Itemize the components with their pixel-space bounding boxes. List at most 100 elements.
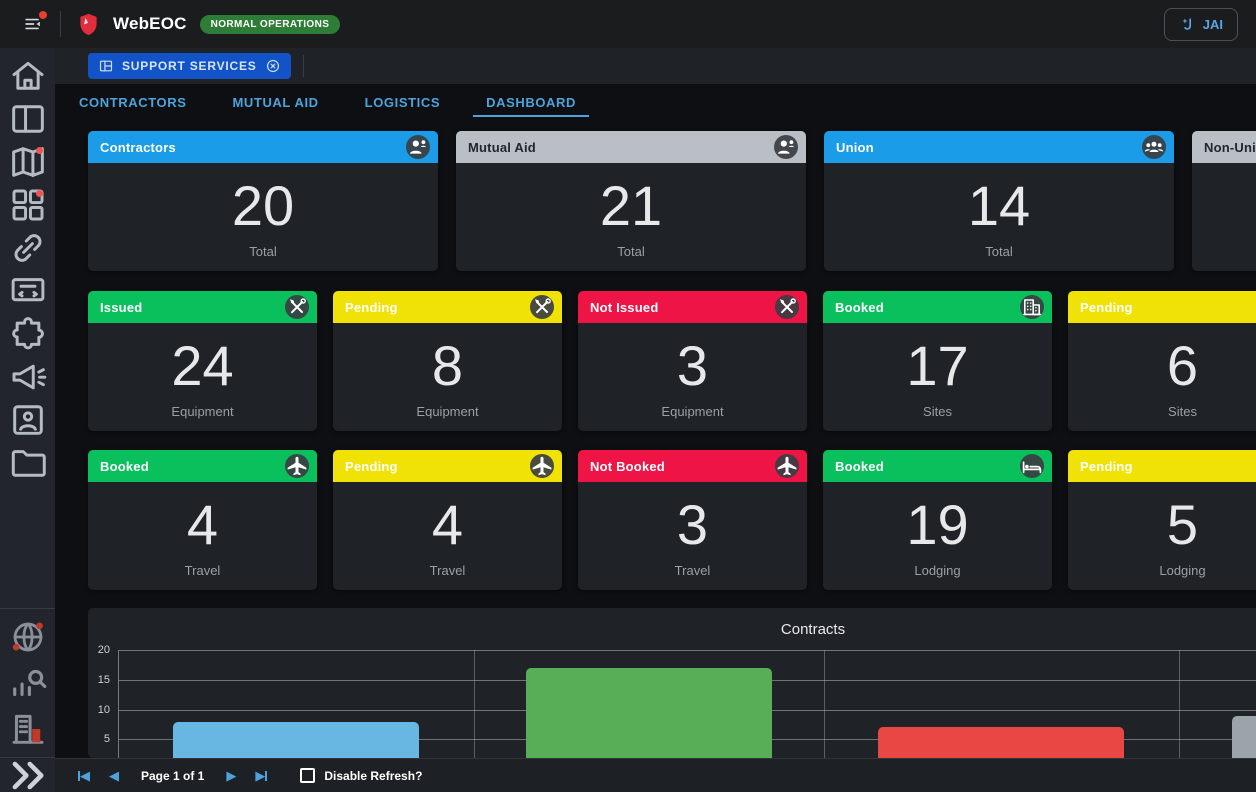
tools-icon xyxy=(530,295,554,319)
tab-contractors[interactable]: CONTRACTORS xyxy=(56,84,209,120)
y-tick-label: 20 xyxy=(97,644,110,656)
previous-page-button[interactable]: ◀ xyxy=(109,768,119,783)
menu-toggle-button[interactable] xyxy=(16,7,50,41)
sidebar-item-announcements[interactable] xyxy=(7,355,49,398)
chart-bar-3[interactable] xyxy=(878,727,1124,758)
card-metric-label: Equipment xyxy=(171,404,234,419)
sidebar-item-home[interactable] xyxy=(7,54,49,97)
board-chip-support-services[interactable]: SUPPORT SERVICES xyxy=(88,53,291,79)
card-lodging-pending[interactable]: Pending 5 Lodging xyxy=(1068,450,1256,590)
category-divider xyxy=(1179,650,1180,758)
jai-button[interactable]: JAI xyxy=(1163,7,1238,41)
tab-dashboard[interactable]: DASHBOARD xyxy=(463,84,599,120)
card-metric-label: Total xyxy=(617,244,645,259)
board-icon xyxy=(98,58,114,74)
card-body: 24 Equipment xyxy=(88,323,317,431)
card-title: Issued xyxy=(100,299,143,315)
display-screen-icon xyxy=(7,270,49,312)
y-tick-label: 10 xyxy=(97,703,110,716)
card-header: Booked xyxy=(823,450,1052,482)
sidebar-item-boards[interactable] xyxy=(7,97,49,140)
widgets-grid-icon xyxy=(7,184,49,226)
card-value: 24 xyxy=(171,334,234,397)
sidebar-item-displays[interactable] xyxy=(7,269,49,312)
card-equipment-not-issued[interactable]: Not Issued 3 Equipment xyxy=(578,291,807,431)
sidebar-expand-button[interactable] xyxy=(0,757,55,792)
tab-logistics[interactable]: LOGISTICS xyxy=(342,84,463,120)
juvare-shield-logo-icon xyxy=(75,11,102,38)
tab-mutual-aid[interactable]: MUTUAL AID xyxy=(209,84,341,120)
sidebar-tool-facilities[interactable] xyxy=(7,706,49,752)
card-lodging-booked[interactable]: Booked 19 Lodging xyxy=(823,450,1052,590)
sidebar-item-apps[interactable] xyxy=(7,183,49,226)
card-travel-booked[interactable]: Booked 4 Travel xyxy=(88,450,317,590)
card-body: 6 Sites xyxy=(1068,323,1256,431)
tools-icon xyxy=(775,295,799,319)
close-icon[interactable] xyxy=(265,58,281,74)
contracts-chart-card: Contracts 20 15 10 5 xyxy=(88,608,1256,758)
people-icon xyxy=(406,135,430,159)
link-icon xyxy=(7,227,49,269)
card-mutual-aid[interactable]: Mutual Aid 21 Total xyxy=(456,131,806,271)
card-metric-label: Total xyxy=(249,244,277,259)
chart-bar-4[interactable] xyxy=(1232,715,1256,758)
map-icon xyxy=(7,141,49,183)
airplane-icon xyxy=(775,454,799,478)
card-body: 3 Travel xyxy=(578,482,807,590)
last-page-button[interactable]: ▶ xyxy=(255,768,268,783)
card-title: Pending xyxy=(1080,458,1133,474)
card-header: Mutual Aid xyxy=(456,131,806,163)
card-metric-label: Equipment xyxy=(661,404,724,419)
sidebar-item-contacts[interactable] xyxy=(7,398,49,441)
card-non-union[interactable]: Non-Union xyxy=(1192,131,1256,271)
top-bar: WebEOC NORMAL OPERATIONS JAI xyxy=(0,0,1256,48)
disable-refresh-checkbox[interactable] xyxy=(300,768,316,783)
double-chevron-right-icon xyxy=(0,748,55,792)
tab-label: LOGISTICS xyxy=(364,94,441,110)
sidebar-divider xyxy=(0,608,55,609)
chart-bar-1[interactable] xyxy=(173,721,419,758)
sidebar-item-maps[interactable] xyxy=(7,140,49,183)
first-page-button[interactable]: ◀ xyxy=(78,768,90,783)
card-value: 4 xyxy=(431,493,464,556)
tab-label: CONTRACTORS xyxy=(79,94,187,110)
disable-refresh-label: Disable Refresh? xyxy=(324,768,423,783)
sidebar-tool-analytics[interactable] xyxy=(7,660,49,706)
chart-bar-2[interactable] xyxy=(526,667,772,758)
card-metric-label: Travel xyxy=(429,563,466,578)
card-equipment-issued[interactable]: Issued 24 Equipment xyxy=(88,291,317,431)
card-body: 17 Sites xyxy=(823,323,1052,431)
card-equipment-pending[interactable]: Pending 8 Equipment xyxy=(333,291,562,431)
card-travel-pending[interactable]: Pending 4 Travel xyxy=(333,450,562,590)
summary-cards-row-totals: Contractors 20 Total Mutual Aid 21 Total xyxy=(88,131,1256,271)
card-union[interactable]: Union 14 Total xyxy=(824,131,1174,271)
sidebar-item-links[interactable] xyxy=(7,226,49,269)
sidebar-item-plugins[interactable] xyxy=(7,312,49,355)
card-body: 8 Equipment xyxy=(333,323,562,431)
next-page-button[interactable]: ▶ xyxy=(226,768,237,783)
card-sites-pending[interactable]: Pending 6 Sites xyxy=(1068,291,1256,431)
card-metric-label: Total xyxy=(985,244,1013,259)
card-contractors[interactable]: Contractors 20 Total xyxy=(88,131,438,271)
card-sites-booked[interactable]: Booked 17 Sites xyxy=(823,291,1052,431)
card-value: 3 xyxy=(676,334,709,397)
sidebar-tool-geo[interactable] xyxy=(7,614,49,660)
building-icon xyxy=(1020,295,1044,319)
sidebar-item-files[interactable] xyxy=(7,441,49,484)
topbar-divider xyxy=(60,11,61,37)
map-notification-dot xyxy=(35,147,43,154)
card-metric-label: Lodging xyxy=(914,563,961,578)
card-value: 3 xyxy=(676,493,709,556)
card-body: 19 Lodging xyxy=(823,482,1052,590)
card-metric-label: Travel xyxy=(674,563,711,578)
card-travel-not-booked[interactable]: Not Booked 3 Travel xyxy=(578,450,807,590)
card-body: 4 Travel xyxy=(333,482,562,590)
megaphone-icon xyxy=(7,356,49,398)
chart-plot-area xyxy=(118,650,1256,758)
tab-label: MUTUAL AID xyxy=(232,94,319,110)
menu-notification-dot xyxy=(39,11,47,19)
airplane-icon xyxy=(530,454,554,478)
puzzle-plugin-icon xyxy=(7,313,49,355)
people-icon xyxy=(774,135,798,159)
